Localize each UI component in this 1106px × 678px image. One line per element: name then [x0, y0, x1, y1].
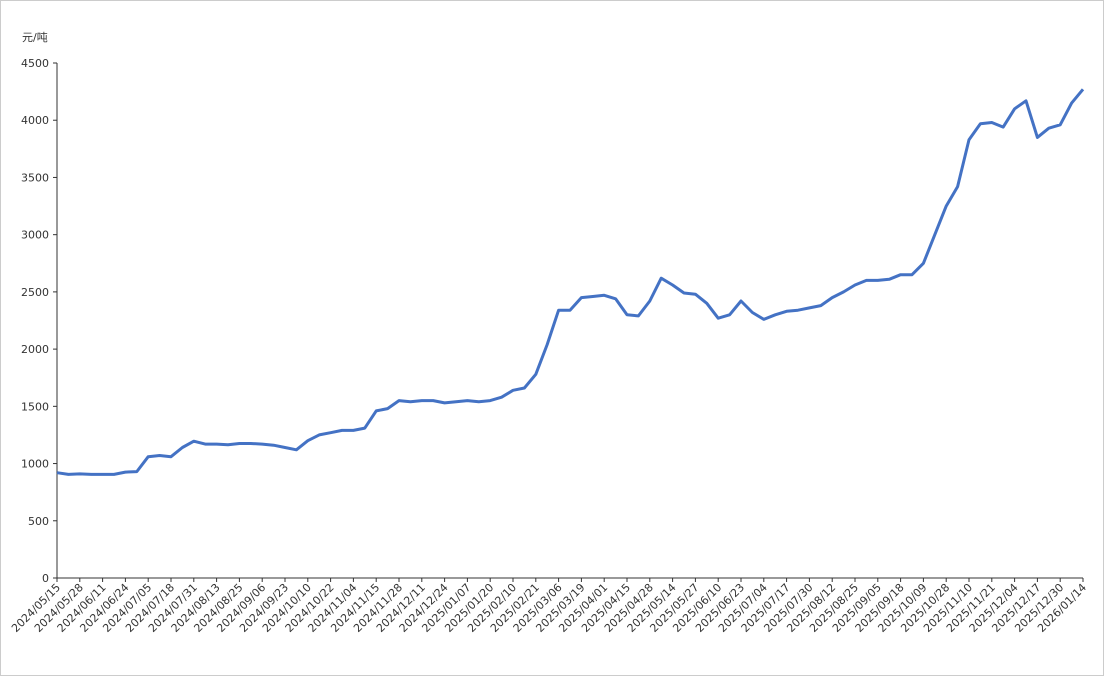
y-tick-label: 1500: [21, 400, 49, 413]
y-tick-label: 2500: [21, 286, 49, 299]
y-unit: 元/吨: [22, 31, 48, 44]
y-tick-label: 4500: [21, 57, 49, 70]
y-tick-label: 0: [42, 572, 49, 585]
y-tick-label: 1000: [21, 458, 49, 471]
y-tick-label: 500: [28, 515, 49, 528]
y-tick-label: 3500: [21, 171, 49, 184]
line-series: [56, 88, 1085, 476]
y-tick-label: 3000: [21, 229, 49, 242]
y-tick-label: 4000: [21, 114, 49, 127]
y-tick-label: 2000: [21, 343, 49, 356]
